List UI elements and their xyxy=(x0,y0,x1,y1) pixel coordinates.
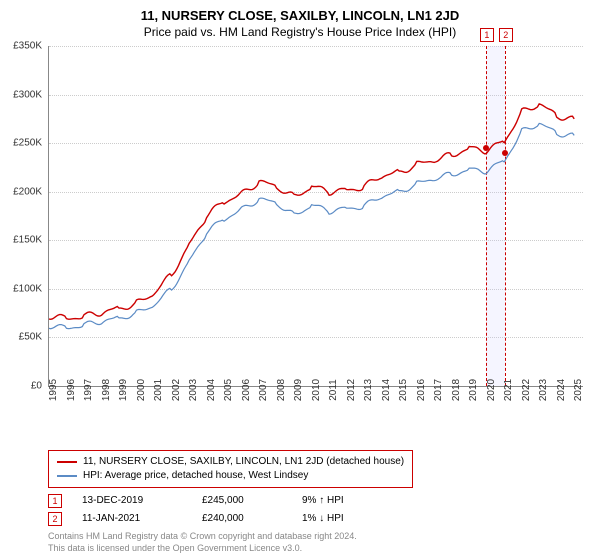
x-tick-label: 2009 xyxy=(293,379,304,401)
event-pct: 1% ↓ HPI xyxy=(302,510,402,528)
x-tick-label: 2011 xyxy=(328,379,339,401)
page-title: 11, NURSERY CLOSE, SAXILBY, LINCOLN, LN1… xyxy=(0,0,600,23)
x-tick-label: 2016 xyxy=(416,379,427,401)
footer-line-2: This data is licensed under the Open Gov… xyxy=(48,542,357,554)
x-tick-label: 2022 xyxy=(521,379,532,401)
event-table-row: 1 13-DEC-2019£245,0009% ↑ HPI xyxy=(48,492,402,510)
x-tick-label: 2023 xyxy=(538,379,549,401)
y-tick-label: £50K xyxy=(19,332,42,343)
event-pct: 9% ↑ HPI xyxy=(302,492,402,510)
y-tick-label: £0 xyxy=(31,381,42,392)
event-date: 13-DEC-2019 xyxy=(82,492,202,510)
y-tick-label: £350K xyxy=(13,41,42,52)
x-tick-label: 2001 xyxy=(153,379,164,401)
x-tick-label: 2014 xyxy=(381,379,392,401)
event-num: 1 xyxy=(48,494,62,508)
x-tick-label: 2004 xyxy=(206,379,217,401)
event-number-box: 1 xyxy=(480,28,494,42)
x-tick-label: 1996 xyxy=(66,379,77,401)
x-tick-label: 2005 xyxy=(223,379,234,401)
event-num: 2 xyxy=(48,512,62,526)
x-tick-label: 2006 xyxy=(241,379,252,401)
plot-region: 12 xyxy=(48,46,583,387)
x-tick-label: 2012 xyxy=(346,379,357,401)
series-line xyxy=(49,123,574,328)
event-table-row: 2 11-JAN-2021£240,0001% ↓ HPI xyxy=(48,510,402,528)
x-tick-label: 1999 xyxy=(118,379,129,401)
x-tick-label: 2010 xyxy=(311,379,322,401)
event-number-box: 2 xyxy=(499,28,513,42)
event-price: £245,000 xyxy=(202,492,302,510)
legend-item: HPI: Average price, detached house, West… xyxy=(57,469,404,483)
x-tick-label: 1997 xyxy=(83,379,94,401)
event-marker xyxy=(483,145,489,151)
y-tick-label: £250K xyxy=(13,138,42,149)
legend-item: 11, NURSERY CLOSE, SAXILBY, LINCOLN, LN1… xyxy=(57,455,404,469)
y-tick-label: £300K xyxy=(13,89,42,100)
y-tick-label: £200K xyxy=(13,186,42,197)
series-line xyxy=(49,104,574,319)
event-price: £240,000 xyxy=(202,510,302,528)
x-tick-label: 2019 xyxy=(468,379,479,401)
x-tick-label: 2000 xyxy=(136,379,147,401)
y-tick-label: £100K xyxy=(13,283,42,294)
x-tick-label: 2017 xyxy=(433,379,444,401)
x-tick-label: 2002 xyxy=(171,379,182,401)
x-tick-label: 2015 xyxy=(398,379,409,401)
legend-swatch xyxy=(57,475,77,477)
legend-label: 11, NURSERY CLOSE, SAXILBY, LINCOLN, LN1… xyxy=(83,455,404,469)
x-tick-label: 2008 xyxy=(276,379,287,401)
x-tick-label: 1998 xyxy=(101,379,112,401)
x-tick-label: 2020 xyxy=(486,379,497,401)
legend: 11, NURSERY CLOSE, SAXILBY, LINCOLN, LN1… xyxy=(48,450,413,488)
chart-area: 12 £0£50K£100K£150K£200K£250K£300K£350K … xyxy=(48,46,582,416)
y-tick-label: £150K xyxy=(13,235,42,246)
x-tick-label: 2007 xyxy=(258,379,269,401)
x-tick-label: 2025 xyxy=(573,379,584,401)
x-tick-label: 2018 xyxy=(451,379,462,401)
event-table: 1 13-DEC-2019£245,0009% ↑ HPI 2 11-JAN-2021… xyxy=(48,492,402,528)
x-tick-label: 2024 xyxy=(556,379,567,401)
event-marker xyxy=(502,150,508,156)
event-date: 11-JAN-2021 xyxy=(82,510,202,528)
x-tick-label: 2003 xyxy=(188,379,199,401)
x-tick-label: 2021 xyxy=(503,379,514,401)
x-tick-label: 2013 xyxy=(363,379,374,401)
legend-swatch xyxy=(57,461,77,463)
legend-label: HPI: Average price, detached house, West… xyxy=(83,469,308,483)
footer-attribution: Contains HM Land Registry data © Crown c… xyxy=(48,530,357,554)
footer-line-1: Contains HM Land Registry data © Crown c… xyxy=(48,530,357,542)
line-series xyxy=(49,46,583,386)
x-tick-label: 1995 xyxy=(48,379,59,401)
